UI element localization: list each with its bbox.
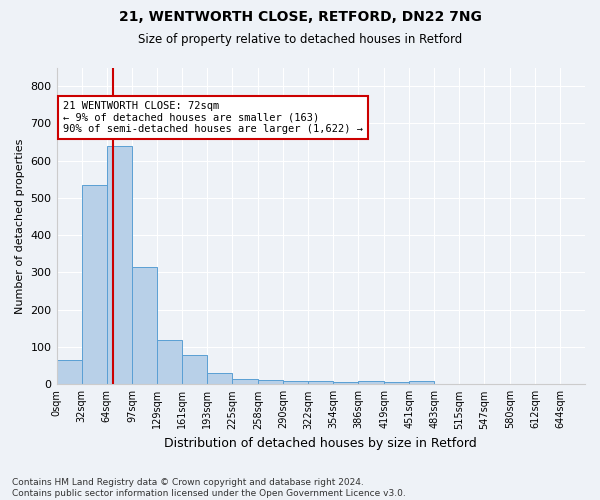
- Bar: [82, 185, 107, 384]
- Bar: [283, 380, 308, 384]
- Bar: [182, 355, 208, 384]
- Bar: [133, 267, 157, 384]
- Bar: [107, 146, 133, 384]
- Text: Contains HM Land Registry data © Crown copyright and database right 2024.
Contai: Contains HM Land Registry data © Crown c…: [12, 478, 406, 498]
- Bar: [232, 378, 258, 384]
- Bar: [157, 340, 182, 384]
- Text: Size of property relative to detached houses in Retford: Size of property relative to detached ho…: [138, 32, 462, 46]
- Bar: [384, 382, 409, 384]
- Text: 21 WENTWORTH CLOSE: 72sqm
← 9% of detached houses are smaller (163)
90% of semi-: 21 WENTWORTH CLOSE: 72sqm ← 9% of detach…: [63, 101, 363, 134]
- Bar: [358, 380, 384, 384]
- Bar: [208, 373, 232, 384]
- Bar: [409, 382, 434, 384]
- Bar: [56, 360, 82, 384]
- Y-axis label: Number of detached properties: Number of detached properties: [15, 138, 25, 314]
- Bar: [308, 382, 333, 384]
- Bar: [258, 380, 283, 384]
- X-axis label: Distribution of detached houses by size in Retford: Distribution of detached houses by size …: [164, 437, 477, 450]
- Text: 21, WENTWORTH CLOSE, RETFORD, DN22 7NG: 21, WENTWORTH CLOSE, RETFORD, DN22 7NG: [119, 10, 481, 24]
- Bar: [333, 382, 358, 384]
